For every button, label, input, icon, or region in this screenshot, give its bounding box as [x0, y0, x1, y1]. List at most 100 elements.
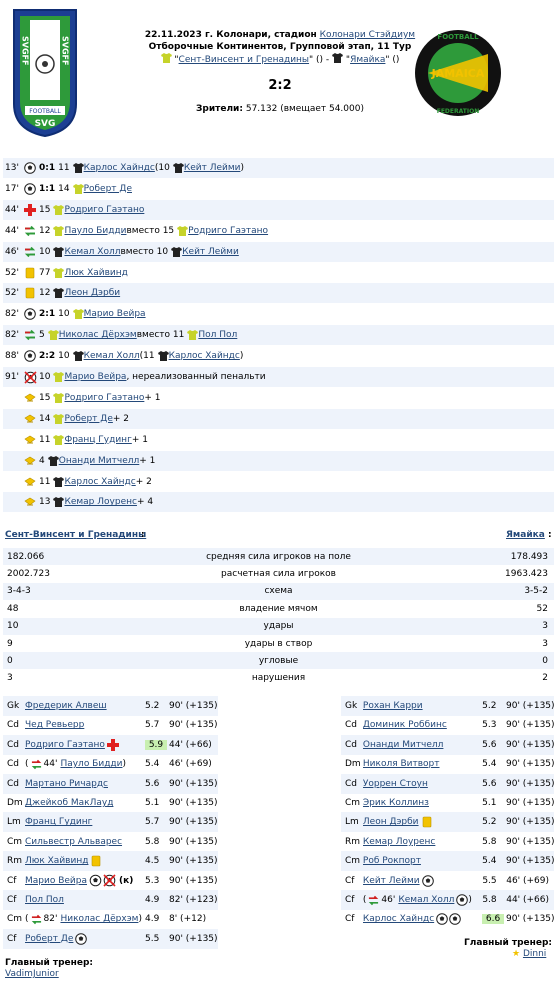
player-link[interactable]: Николас Дёрхэм	[58, 330, 137, 341]
player-link[interactable]: Пауло Бидди	[60, 759, 123, 770]
player-link[interactable]: Марио Вейра	[83, 309, 146, 320]
event-text: , нереализованный пенальти	[126, 372, 266, 382]
player-link[interactable]: Франц Гудинг	[25, 817, 93, 828]
player-link[interactable]: Карлос Хайндс	[64, 476, 136, 487]
home-coach-link[interactable]: VadimJunior	[5, 969, 59, 979]
player-row: Cf Пол Пол 4.9 82' (+123)	[3, 890, 218, 910]
player-rating: 5.1	[482, 798, 497, 808]
player-position: Cf	[345, 875, 355, 886]
player-link[interactable]: Кемал Холл	[398, 895, 455, 905]
player-link[interactable]: Кемар Лоуренс	[362, 836, 436, 847]
player-row: Cd Родриго Гаэтано 5.9 44' (+66)	[3, 734, 218, 755]
player-link[interactable]: Уоррен Стоун	[362, 778, 428, 789]
player-rating: 5.3	[145, 875, 160, 886]
player-link[interactable]: Кейт Лейми	[183, 163, 241, 173]
player-link[interactable]: Николас Дёрхэм	[60, 914, 139, 925]
player-rating: 5.4	[145, 759, 160, 770]
tournament-title: Отборочные Континентов, Групповой этап, …	[148, 42, 412, 52]
player-rating: 5.7	[145, 817, 160, 828]
player-link[interactable]: Сильвестр Альварес	[25, 836, 123, 847]
event-row: 46' 10 Кемал Холл вместо 10 Кейт Лейми	[3, 241, 554, 262]
player-link[interactable]: Родриго Гаэтано	[25, 739, 105, 750]
sub-in-icon	[369, 895, 379, 905]
player-link[interactable]: Роберт Де	[64, 413, 113, 424]
player-link[interactable]: Родриго Гаэтано	[64, 392, 145, 403]
player-link[interactable]: Онанди Митчелл	[362, 739, 444, 750]
player-rating: 5.8	[482, 895, 497, 905]
player-link[interactable]: Доминик Роббинс	[362, 720, 447, 731]
player-link[interactable]: Марио Вейра	[25, 875, 87, 886]
player-position: Cd	[7, 759, 19, 770]
player-link[interactable]: Пол Пол	[198, 330, 238, 341]
player-link[interactable]: Роберт Де	[25, 933, 74, 944]
player-link[interactable]: Роберт Де	[83, 183, 132, 194]
stat-away-value: 0	[542, 655, 548, 666]
stats-away-team-link[interactable]: Ямайка	[506, 530, 545, 540]
player-link[interactable]: Онанди Митчелл	[58, 455, 140, 466]
player-link[interactable]: Леон Дэрби	[362, 817, 419, 828]
event-icon	[23, 475, 37, 489]
away-shirt-icon	[53, 497, 65, 508]
spectators: Зрители: 57.132 (вмещает 54.000)	[196, 104, 364, 114]
event-icon	[23, 454, 37, 468]
player-link[interactable]: Леон Дэрби	[64, 288, 121, 299]
event-text: + 1	[139, 455, 156, 466]
injury-cross-icon	[106, 738, 119, 751]
player-position: Cf	[7, 895, 17, 905]
player-rating: 6.6	[482, 914, 504, 925]
player-link[interactable]: Родриго Гаэтано	[64, 204, 145, 215]
event-text: 15	[39, 392, 51, 403]
home-shirt-icon	[53, 413, 65, 424]
player-link[interactable]: Роб Рокпорт	[362, 856, 421, 867]
player-link[interactable]: Кемал Холл	[64, 246, 121, 257]
event-minute: 82'	[5, 330, 19, 341]
event-icon	[23, 245, 37, 259]
stat-home-value: 3	[7, 673, 13, 684]
player-link[interactable]: Мартано Ричардс	[25, 778, 108, 789]
event-minute: 52'	[5, 267, 19, 278]
player-minutes: 90' (+135)	[169, 817, 218, 828]
teams-line: "Сент-Винсент и Гренадины" () - "Ямайка"…	[130, 53, 430, 65]
event-row: 44' 15 Родриго Гаэтано	[3, 199, 554, 220]
player-link[interactable]: Карлос Хайндс	[83, 163, 155, 173]
goal-ball-icon	[421, 874, 434, 887]
player-link[interactable]: Чед Ревьерр	[25, 720, 85, 731]
player-link[interactable]: Карлос Хайндс	[362, 914, 435, 925]
player-link[interactable]: Джейкоб МакЛауд	[25, 798, 114, 808]
player-link[interactable]: Пол Пол	[25, 895, 64, 905]
event-icon	[23, 203, 37, 217]
player-row: Rm Кемар Лоуренс 5.8 90' (+135)	[341, 832, 555, 852]
home-team-link[interactable]: Сент-Винсент и Гренадины	[178, 55, 310, 65]
player-row: Cd Онанди Митчелл 5.6 90' (+135)	[341, 734, 555, 755]
player-row: Cf Роберт Де 5.5 90' (+135)	[3, 928, 218, 949]
player-row: Cf Кейт Лейми 5.5 46' (+69)	[341, 871, 554, 891]
stat-home-value: 3-4-3	[7, 586, 31, 597]
player-link[interactable]: Карлос Хайндс	[168, 351, 240, 362]
event-icon	[23, 328, 37, 342]
stat-away-value: 52	[536, 603, 548, 614]
player-link[interactable]: Люк Хайвинд	[64, 267, 128, 278]
stadium-link[interactable]: Колонари Стэйдиум	[319, 30, 416, 40]
player-link[interactable]: Кемал Холл	[83, 351, 140, 362]
player-link[interactable]: Кемар Лоуренс	[64, 497, 137, 508]
away-team-link[interactable]: Ямайка	[350, 55, 386, 65]
player-link[interactable]: Франц Гудинг	[64, 434, 132, 445]
player-link[interactable]: Фредерик Алвеш	[25, 701, 107, 711]
player-link[interactable]: Рохан Карри	[362, 701, 423, 711]
event-minute: 88'	[5, 351, 19, 362]
player-link[interactable]: Пауло Бидди	[64, 225, 127, 236]
away-coach-link[interactable]: Dinni	[522, 949, 547, 959]
stats-home-team-link[interactable]: Сент-Винсент и Гренадины	[5, 530, 147, 540]
player-link[interactable]: Кейт Лейми	[182, 246, 239, 257]
player-link[interactable]: Родриго Гаэтано	[188, 225, 269, 236]
player-rating: 5.1	[145, 798, 160, 808]
player-link[interactable]: Эрик Коллинз	[362, 798, 429, 808]
player-row: Cd Чед Ревьерр 5.7 90' (+135)	[3, 715, 218, 735]
player-link[interactable]: Марио Вейра	[64, 372, 127, 382]
stat-label: средняя сила игроков на поле	[206, 551, 351, 562]
event-row: 11 Карлос Хайндс + 2	[3, 472, 554, 492]
player-link[interactable]: Люк Хайвинд	[25, 856, 89, 867]
player-link[interactable]: Кейт Лейми	[362, 875, 420, 886]
goal-and-missed-penalty-icon	[89, 874, 116, 887]
player-link[interactable]: Николя Витворт	[362, 759, 440, 770]
